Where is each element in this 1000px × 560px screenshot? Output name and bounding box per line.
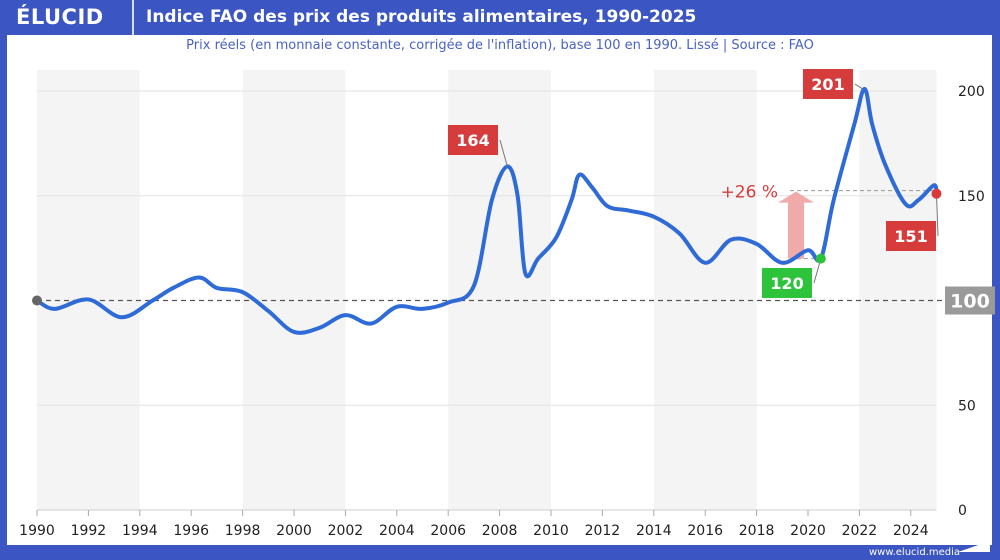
x-tick-label: 2016 (687, 523, 723, 539)
value-badge-label: 120 (770, 274, 803, 293)
leader-line (936, 193, 939, 237)
logo-flag-icon (958, 541, 990, 552)
x-tick-label: 2002 (328, 523, 364, 539)
x-tick-label: 2000 (276, 523, 312, 539)
x-tick-label: 1990 (19, 523, 55, 539)
x-tick-label: 2014 (636, 523, 672, 539)
y-tick-label: 200 (958, 84, 985, 100)
x-tick-label: 2020 (790, 523, 826, 539)
y-tick-label: 0 (958, 503, 967, 519)
value-badge (886, 221, 936, 251)
y-tick-label: 150 (958, 189, 985, 205)
increase-arrow (778, 191, 814, 259)
x-tick-label: 2006 (430, 523, 466, 539)
header-divider (132, 0, 134, 35)
shaded-band (242, 70, 346, 510)
marker-point (931, 188, 942, 199)
increase-label: +26 % (721, 183, 778, 203)
x-tick-label: 1992 (71, 523, 107, 539)
baseline-badge (945, 286, 995, 315)
value-badge (803, 69, 853, 99)
x-tick-label: 2004 (379, 523, 415, 539)
x-tick-label: 2022 (842, 523, 878, 539)
x-tick-label: 2012 (585, 523, 621, 539)
header: ÉLUCID Indice FAO des prix des produits … (0, 0, 1000, 35)
x-tick-label: 2018 (739, 523, 775, 539)
x-tick-label: 1996 (173, 523, 209, 539)
value-badge (448, 125, 498, 155)
shaded-band (859, 70, 937, 510)
leader-line (499, 139, 508, 167)
footer-url[interactable]: www.elucid.media (868, 547, 960, 558)
value-badge-label: 151 (894, 227, 927, 246)
x-tick-label: 1998 (225, 523, 261, 539)
shaded-band (37, 70, 140, 510)
chart-subtitle: Prix réels (en monnaie constante, corrig… (186, 38, 814, 53)
leader-line (854, 83, 863, 90)
value-badge-label: 201 (811, 75, 844, 94)
y-tick-label: 50 (958, 398, 976, 414)
x-tick-label: 2010 (533, 523, 569, 539)
value-badge (762, 268, 812, 298)
chart-title: Indice FAO des prix des produits aliment… (146, 7, 697, 27)
shaded-band (653, 70, 757, 510)
x-tick-label: 2024 (893, 523, 929, 539)
x-tick-label: 1994 (122, 523, 158, 539)
value-badge-label: 164 (456, 131, 489, 150)
baseline-label: 100 (950, 291, 990, 313)
marker-point (815, 253, 826, 264)
series-line (35, 86, 939, 335)
start-point (32, 295, 42, 306)
x-tick-label: 2008 (482, 523, 518, 539)
elucid-logo: ÉLUCID (16, 5, 104, 29)
